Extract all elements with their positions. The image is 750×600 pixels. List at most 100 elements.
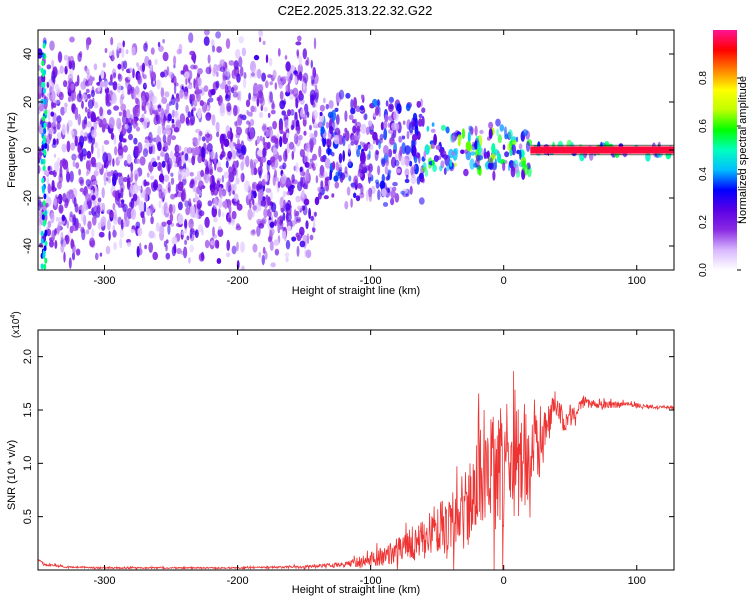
spectrogram-blob bbox=[90, 189, 94, 196]
spectrogram-blob bbox=[207, 54, 211, 64]
spectrogram-blob bbox=[42, 220, 46, 227]
spectrogram-blob bbox=[291, 150, 295, 160]
spectrogram-blob bbox=[146, 172, 150, 178]
spectrogram-blob bbox=[383, 145, 389, 156]
spectrogram-blob bbox=[101, 144, 105, 154]
spectrogram-blob bbox=[171, 123, 176, 129]
spectrogram-blob bbox=[306, 56, 310, 66]
spectrogram-blob bbox=[99, 252, 103, 257]
spectrogram-blob bbox=[359, 192, 365, 199]
spectrogram-blob bbox=[278, 154, 282, 162]
spectrogram-blob bbox=[163, 174, 170, 182]
spectrogram-blob bbox=[446, 164, 450, 172]
spectrogram-blob bbox=[262, 196, 266, 201]
spectrogram-blob bbox=[368, 163, 373, 173]
spectrogram-blob bbox=[310, 139, 314, 150]
spectrogram-blob bbox=[89, 237, 95, 248]
colorbar-tick-label: 0.0 bbox=[698, 263, 709, 277]
spectrogram-blob bbox=[145, 192, 149, 203]
spectrogram-blob bbox=[254, 106, 257, 113]
spectrogram-blob bbox=[108, 117, 115, 129]
spectrogram-blob bbox=[514, 163, 519, 174]
spectrogram-blob bbox=[431, 159, 435, 167]
spectrogram-blob bbox=[488, 155, 495, 164]
spectrogram-blob bbox=[77, 113, 82, 126]
spectrogram-blob bbox=[227, 80, 232, 85]
spectrogram-blob bbox=[245, 99, 251, 108]
spectrogram-blob bbox=[97, 85, 101, 92]
spectrogram-blob bbox=[249, 199, 252, 209]
spectrogram-blob bbox=[197, 107, 202, 119]
snr-line bbox=[38, 371, 674, 570]
spectrogram-blob bbox=[209, 168, 214, 176]
spectrogram-blob bbox=[274, 82, 277, 90]
spectrogram-blob bbox=[383, 128, 388, 141]
spectrogram-blob bbox=[49, 40, 55, 51]
spectrogram-blob bbox=[248, 92, 252, 101]
spectrogram-blob bbox=[367, 143, 374, 151]
spectrogram-blob bbox=[135, 185, 142, 191]
spectrogram-blob bbox=[69, 189, 74, 200]
spectrogram-blob bbox=[117, 216, 122, 225]
spectrogram-blob bbox=[43, 193, 47, 200]
spectrogram-blob bbox=[281, 230, 286, 240]
spectrogram-blob bbox=[398, 135, 402, 143]
snr-y-tick-label: 1.0 bbox=[22, 456, 34, 471]
spectrogram-blob bbox=[104, 87, 110, 95]
spectrogram-blob bbox=[297, 63, 303, 75]
spectrogram-blob bbox=[38, 84, 41, 95]
spectrogram-blob bbox=[378, 139, 381, 150]
spectrogram-blob bbox=[291, 236, 297, 242]
spectrogram-blob bbox=[399, 146, 403, 157]
spectrogram-blob bbox=[431, 122, 435, 127]
spectrogram-blob bbox=[203, 85, 209, 92]
spectrogram-blob bbox=[314, 92, 319, 103]
spectrogram-y-label: Frequency (Hz) bbox=[6, 112, 18, 188]
spectrogram-blob bbox=[302, 204, 308, 216]
spectrogram-blob bbox=[214, 183, 217, 190]
spectrogram-blob bbox=[299, 108, 306, 118]
spectrogram-blob bbox=[195, 85, 200, 96]
spectrogram-blob bbox=[99, 114, 104, 120]
spectrogram-blob bbox=[157, 41, 161, 48]
spectrogram-blob bbox=[252, 205, 257, 211]
spectrogram-blob bbox=[267, 141, 271, 150]
spectrogram-blob bbox=[192, 186, 197, 193]
spectrogram-blob bbox=[219, 66, 225, 73]
spectrogram-blob bbox=[433, 155, 439, 162]
spectrogram-blob bbox=[56, 138, 59, 145]
spectrogram-blob bbox=[274, 219, 277, 227]
spectrogram-x-tick-label: 0 bbox=[501, 275, 507, 287]
spectrogram-blob bbox=[259, 135, 263, 142]
spectrogram-blob bbox=[75, 248, 81, 256]
spectrogram-blob bbox=[167, 113, 172, 122]
spectrogram-blob bbox=[188, 32, 194, 43]
spectrogram-blob bbox=[185, 76, 188, 86]
spectrogram-blob bbox=[179, 88, 184, 99]
spectrogram-blobs bbox=[38, 30, 674, 270]
spectrogram-blob bbox=[204, 30, 210, 36]
spectrogram-blob bbox=[183, 91, 189, 100]
spectrogram-blob bbox=[335, 92, 339, 104]
snr-axes: -300 -200 -100 0 100 0.5 1.0 1.5 2.0 bbox=[22, 330, 674, 587]
spectrogram-blob bbox=[344, 110, 348, 122]
spectrogram-blob bbox=[127, 74, 133, 81]
spectrogram-blob bbox=[64, 107, 68, 113]
spectrogram-blob bbox=[460, 149, 465, 155]
spectrogram-blob bbox=[236, 223, 240, 228]
spectrogram-blob bbox=[183, 246, 188, 259]
spectrogram-blob bbox=[44, 109, 48, 116]
spectrogram-blob bbox=[131, 46, 136, 56]
spectrogram-blob bbox=[214, 239, 219, 249]
spectrogram-blob bbox=[318, 145, 322, 158]
spectrogram-blob bbox=[258, 91, 264, 104]
spectrogram-blob bbox=[335, 161, 339, 172]
spectrogram-blob bbox=[401, 135, 406, 140]
spectrogram-blob bbox=[77, 52, 82, 62]
spectrogram-blob bbox=[272, 120, 277, 130]
spectrogram-blob bbox=[137, 65, 142, 71]
spectrogram-blob bbox=[64, 102, 68, 108]
spectrogram-blob bbox=[294, 75, 298, 84]
spectrogram-blob bbox=[189, 205, 196, 218]
spectrogram-blob bbox=[158, 173, 165, 183]
